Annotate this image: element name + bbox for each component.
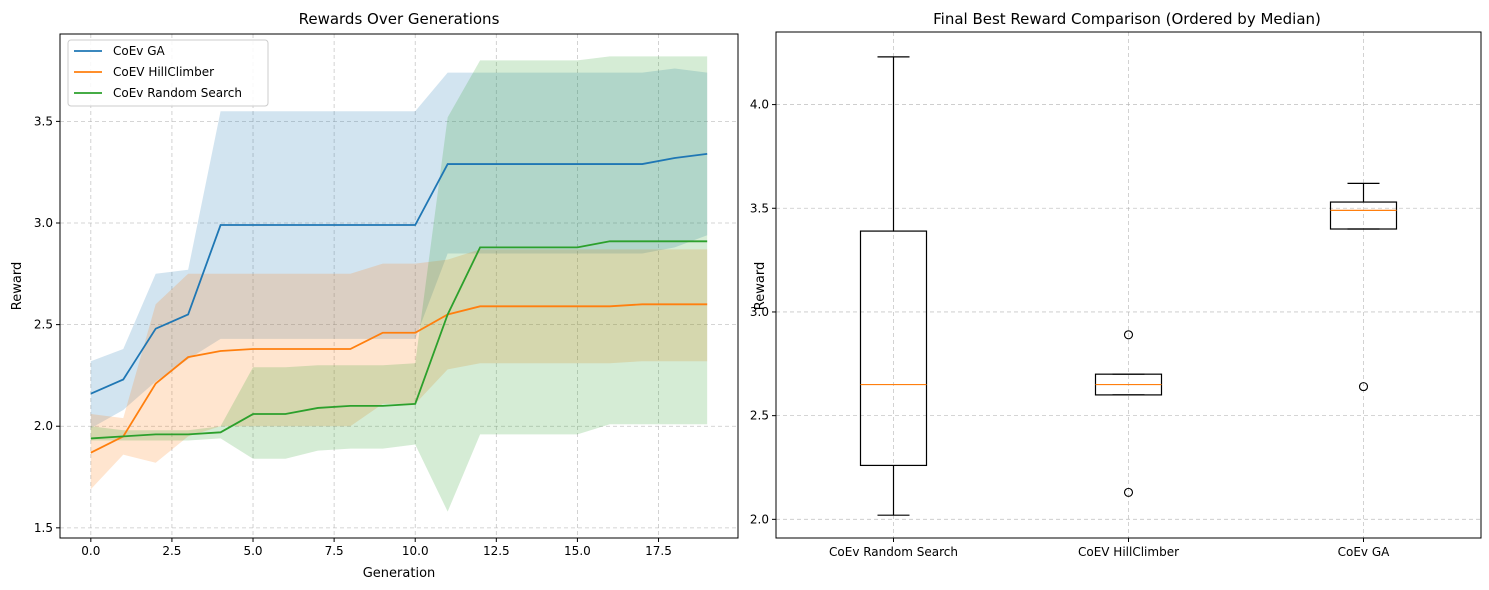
series-line-0: [90, 153, 708, 395]
x-tick-label: CoEv Random Search: [829, 545, 958, 559]
axes: [59, 33, 739, 539]
y-ticks: 2.0 2.5 3.0 3.5 4.0: [750, 98, 776, 526]
y-ticks: 1.5 2.0 2.5 3.0 3.5: [34, 114, 60, 535]
confidence-bands: [90, 56, 708, 512]
box-iqr: [1329, 201, 1398, 230]
x-tick-label: 2.5: [162, 544, 181, 558]
outlier-point: [1123, 487, 1134, 497]
x-tick-label: 5.0: [243, 544, 262, 558]
y-tick-label: 3.5: [34, 114, 53, 128]
legend-label: CoEv Random Search: [113, 86, 242, 100]
x-tick-label: 17.5: [645, 544, 672, 558]
legend-label: CoEv GA: [113, 44, 166, 58]
series-line-2: [90, 240, 708, 440]
y-tick-label: 3.5: [750, 201, 769, 215]
legend-label: CoEV HillClimber: [113, 65, 214, 79]
x-tick-label: 7.5: [325, 544, 344, 558]
series-line-1: [90, 303, 708, 454]
series-lines: [90, 153, 708, 454]
x-tick-label: CoEV HillClimber: [1078, 545, 1179, 559]
x-tick-label: CoEv GA: [1338, 545, 1391, 559]
y-tick-label: 3.0: [34, 216, 53, 230]
chart-title: Final Best Reward Comparison (Ordered by…: [933, 10, 1321, 28]
y-tick-label: 2.0: [34, 419, 53, 433]
outlier-point: [1123, 330, 1134, 340]
legend: CoEv GA CoEV HillClimber CoEv Random Searc…: [67, 39, 269, 107]
x-tick-label: 15.0: [564, 544, 591, 558]
plot-frame: [59, 33, 739, 539]
x-axis-label: Generation: [363, 566, 436, 581]
boxes: [859, 56, 1398, 516]
box-iqr: [859, 230, 928, 467]
box-plot-final-best-reward: Final Best Reward Comparison (Ordered by…: [750, 10, 1482, 559]
x-ticks: 0.0 2.5 5.0 7.5 10.0 12.5 15.0 17.5: [81, 538, 672, 558]
band-1: [90, 249, 708, 490]
band-0: [90, 68, 708, 429]
y-axis-label: Reward: [10, 262, 25, 310]
x-tick-label: 10.0: [402, 544, 429, 558]
y-tick-label: 2.0: [750, 512, 769, 526]
y-tick-label: 3.0: [750, 305, 769, 319]
grid: [776, 32, 1481, 538]
x-tick-label: 0.0: [81, 544, 100, 558]
grid: [60, 34, 738, 538]
outlier-point: [1358, 382, 1369, 392]
y-tick-label: 1.5: [34, 521, 53, 535]
y-tick-label: 2.5: [34, 318, 53, 332]
band-2: [90, 56, 708, 512]
line-chart-rewards-over-generations: Rewards Over Generations 0.0 2.5 5.0 7.5 10.…: [10, 10, 739, 581]
chart-title: Rewards Over Generations: [299, 10, 500, 28]
y-tick-label: 2.5: [750, 409, 769, 423]
x-tick-label: 12.5: [483, 544, 510, 558]
y-tick-label: 4.0: [750, 98, 769, 112]
x-ticks: CoEv Random Search CoEV HillClimber CoEv G…: [829, 538, 1390, 559]
y-axis-label: Reward: [753, 262, 768, 310]
legend-box: [67, 39, 269, 107]
